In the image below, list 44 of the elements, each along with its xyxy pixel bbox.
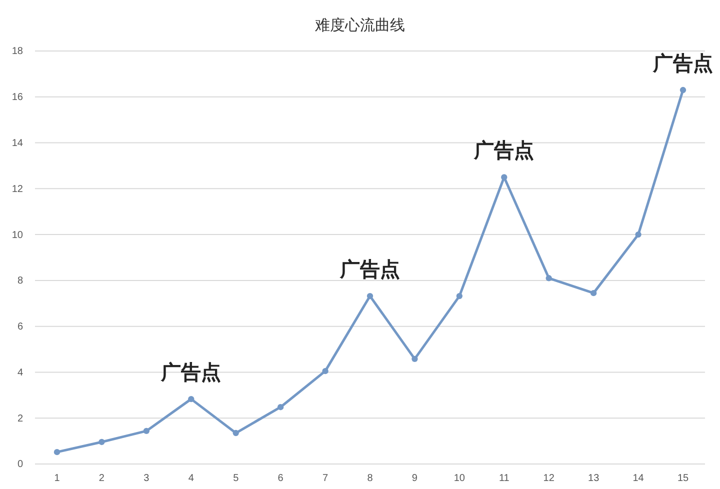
point xyxy=(98,438,105,446)
point xyxy=(232,430,239,436)
x-tick-label: 3 xyxy=(144,473,150,484)
point xyxy=(54,448,60,456)
annotation: 广告点 xyxy=(652,51,713,76)
x-tick-label: 11 xyxy=(498,473,510,484)
point xyxy=(322,368,328,374)
point xyxy=(546,275,552,282)
point xyxy=(590,290,597,296)
annotation: 广告点 xyxy=(473,138,534,162)
point xyxy=(680,86,686,94)
x-tick-label: 5 xyxy=(233,473,240,484)
y-tick-label: 12 xyxy=(12,184,24,195)
y-tick-label: 16 xyxy=(12,92,24,104)
x-tick-label: 9 xyxy=(412,473,418,484)
point xyxy=(366,292,374,300)
point xyxy=(188,396,194,402)
y-tick-label: 2 xyxy=(17,413,24,424)
y-tick-label: 6 xyxy=(17,322,24,333)
y-tick-label: 14 xyxy=(12,138,24,149)
x-tick-label: 13 xyxy=(588,473,600,484)
point xyxy=(412,356,418,362)
y-tick-label: 4 xyxy=(17,367,24,378)
point xyxy=(143,428,150,434)
x-tick-label: 15 xyxy=(677,473,689,484)
y-tick-label: 0 xyxy=(17,459,24,470)
x-tick-label: 1 xyxy=(54,473,60,484)
x-tick-label: 2 xyxy=(98,473,105,484)
y-tick-label: 18 xyxy=(12,46,24,58)
annotation: 广告点 xyxy=(339,257,400,282)
x-tick-label: 8 xyxy=(367,473,374,484)
y-tick-label: 8 xyxy=(17,276,24,287)
x-tick-label: 7 xyxy=(322,473,329,484)
point xyxy=(456,292,463,300)
x-tick-label: 4 xyxy=(188,473,194,484)
chart-title: 难度心流曲线 xyxy=(314,16,405,34)
x-tick-label: 6 xyxy=(278,473,284,484)
annotation: 广告点 xyxy=(160,360,222,384)
x-tick-label: 10 xyxy=(454,473,466,484)
point xyxy=(277,404,284,410)
y-tick-label: 10 xyxy=(12,230,24,241)
x-tick-label: 14 xyxy=(632,473,644,484)
point xyxy=(635,231,642,238)
x-tick-label: 12 xyxy=(543,473,555,484)
